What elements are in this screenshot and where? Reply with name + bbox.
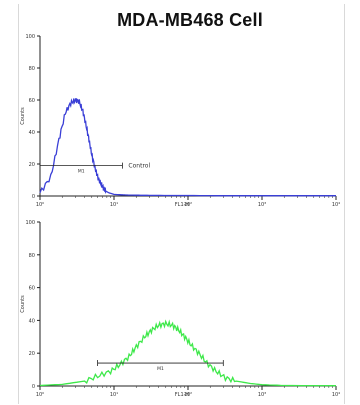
y-tick-label: 0 [32, 194, 35, 200]
x-tick-label: 10² [184, 392, 192, 398]
gate-label: M1 [157, 366, 164, 372]
y-tick-label: 60 [29, 98, 35, 104]
y-axis-label: Counts [20, 295, 26, 313]
y-tick-label: 40 [29, 130, 35, 136]
chart-title: MDA-MB468 Cell [117, 10, 263, 30]
x-tick-label: 10⁴ [332, 202, 340, 208]
x-tick-label: 10⁴ [332, 392, 340, 398]
x-tick-label: 10⁰ [36, 392, 44, 398]
x-tick-label: 10³ [258, 392, 266, 398]
y-tick-label: 100 [25, 34, 35, 40]
gate-label: M1 [78, 169, 85, 175]
x-tick-label: 10³ [258, 202, 266, 208]
x-tick-label: 10¹ [110, 202, 118, 208]
series-annotation: Control [128, 163, 150, 170]
x-tick-label: 10⁰ [36, 202, 44, 208]
x-tick-label: 10¹ [110, 392, 118, 398]
frame-left-border [18, 4, 19, 404]
x-axis-label: FL1-H [175, 392, 190, 398]
histogram-series-line [39, 319, 337, 387]
x-tick-label: 10² [184, 202, 192, 208]
y-tick-label: 60 [29, 286, 35, 292]
y-tick-label: 0 [32, 384, 35, 390]
y-tick-label: 40 [29, 318, 35, 324]
y-tick-label: 20 [29, 351, 35, 357]
frame-right-border [344, 4, 345, 404]
y-tick-label: 20 [29, 162, 35, 168]
y-tick-label: 100 [25, 220, 35, 226]
histogram-series-line [39, 97, 336, 197]
y-axis-label: Counts [20, 107, 26, 125]
y-tick-label: 80 [29, 66, 35, 72]
x-axis-label: FL1-H [175, 202, 190, 208]
y-tick-label: 80 [29, 253, 35, 259]
